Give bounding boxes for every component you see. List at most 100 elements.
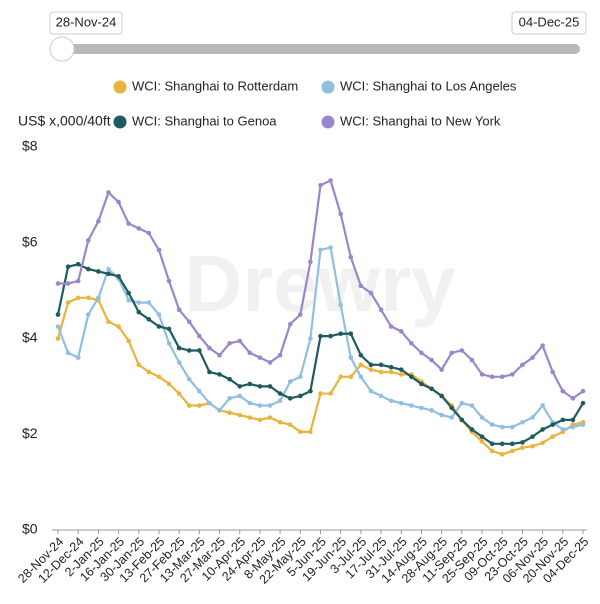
data-point (166, 381, 172, 387)
legend: WCI: Shanghai to Rotterdam WCI: Shanghai … (113, 78, 517, 129)
data-point (479, 372, 485, 377)
slider-track[interactable] (56, 44, 580, 54)
data-point (277, 398, 283, 404)
data-point (318, 183, 323, 188)
data-point (308, 388, 313, 394)
data-point (479, 415, 485, 420)
data-point (126, 297, 131, 303)
data-point (96, 295, 101, 301)
data-point (156, 324, 162, 329)
data-point (166, 278, 172, 284)
data-point (55, 336, 61, 341)
data-point (237, 338, 243, 344)
data-point (186, 376, 192, 382)
data-point (328, 391, 333, 396)
slider-handle[interactable] (49, 36, 75, 62)
legend-label: WCI: Shanghai to Rotterdam (132, 78, 298, 93)
data-point (176, 391, 182, 396)
data-point (520, 440, 525, 445)
data-point (520, 419, 525, 425)
data-point (540, 427, 545, 432)
data-point (85, 238, 91, 243)
data-point (257, 417, 263, 423)
data-point (227, 410, 232, 416)
data-point (75, 278, 81, 284)
data-point (489, 422, 495, 427)
y-tick-label: $0 (22, 521, 38, 537)
data-point (540, 403, 545, 408)
legend-label: WCI: Shanghai to New York (340, 113, 501, 128)
data-point (247, 381, 253, 387)
y-axis-label: US$ x,000/40ft (18, 113, 111, 129)
data-point (267, 360, 273, 365)
data-point (176, 307, 182, 313)
data-point (540, 343, 545, 348)
data-point (388, 369, 394, 375)
legend-label: WCI: Shanghai to Los Angeles (340, 78, 517, 93)
data-point (368, 362, 374, 368)
data-point (156, 312, 162, 317)
data-point (449, 405, 455, 411)
data-point (550, 369, 556, 375)
data-point (176, 360, 182, 365)
data-point (580, 400, 586, 406)
data-point (247, 415, 253, 420)
data-point (257, 403, 263, 408)
data-point (116, 273, 121, 279)
data-point (439, 367, 444, 372)
data-point (338, 211, 343, 217)
data-point (116, 199, 121, 205)
data-point (520, 445, 525, 450)
data-point (217, 352, 222, 358)
data-point (530, 415, 535, 420)
data-point (439, 412, 444, 418)
data-point (75, 355, 81, 360)
data-point (267, 384, 273, 389)
data-point (298, 312, 303, 317)
data-point (277, 419, 283, 425)
data-point (520, 362, 525, 368)
data-point (489, 441, 495, 447)
data-point (308, 336, 313, 341)
data-point (106, 266, 111, 272)
data-point (419, 350, 424, 356)
data-point (499, 441, 505, 447)
data-point (65, 281, 71, 286)
data-point (388, 364, 394, 370)
data-point (126, 221, 131, 226)
data-point (338, 331, 343, 337)
data-point (75, 261, 81, 267)
data-point (207, 345, 212, 351)
data-point (166, 326, 172, 332)
data-point (156, 374, 162, 380)
data-point (388, 324, 394, 329)
legend-marker (321, 80, 335, 94)
data-point (398, 400, 404, 406)
data-point (388, 398, 394, 404)
data-point (237, 412, 243, 418)
data-point (530, 443, 535, 449)
data-point (469, 403, 475, 408)
data-point (106, 271, 111, 277)
data-point (308, 429, 313, 435)
data-point (217, 408, 222, 413)
legend-marker (113, 80, 127, 94)
data-point (368, 388, 374, 394)
data-point (186, 319, 192, 325)
data-point (429, 357, 434, 363)
data-point (560, 388, 566, 394)
data-point (308, 259, 313, 265)
data-point (338, 374, 343, 380)
data-point (429, 386, 434, 392)
data-point (287, 422, 293, 427)
data-point (287, 321, 293, 327)
slider-end-label: 04-Dec-25 (519, 14, 580, 29)
data-point (378, 369, 384, 375)
data-point (368, 290, 374, 296)
legend-marker (113, 115, 127, 129)
data-point (358, 283, 364, 289)
data-point (469, 427, 475, 432)
data-point (65, 264, 71, 269)
data-point (449, 415, 455, 420)
